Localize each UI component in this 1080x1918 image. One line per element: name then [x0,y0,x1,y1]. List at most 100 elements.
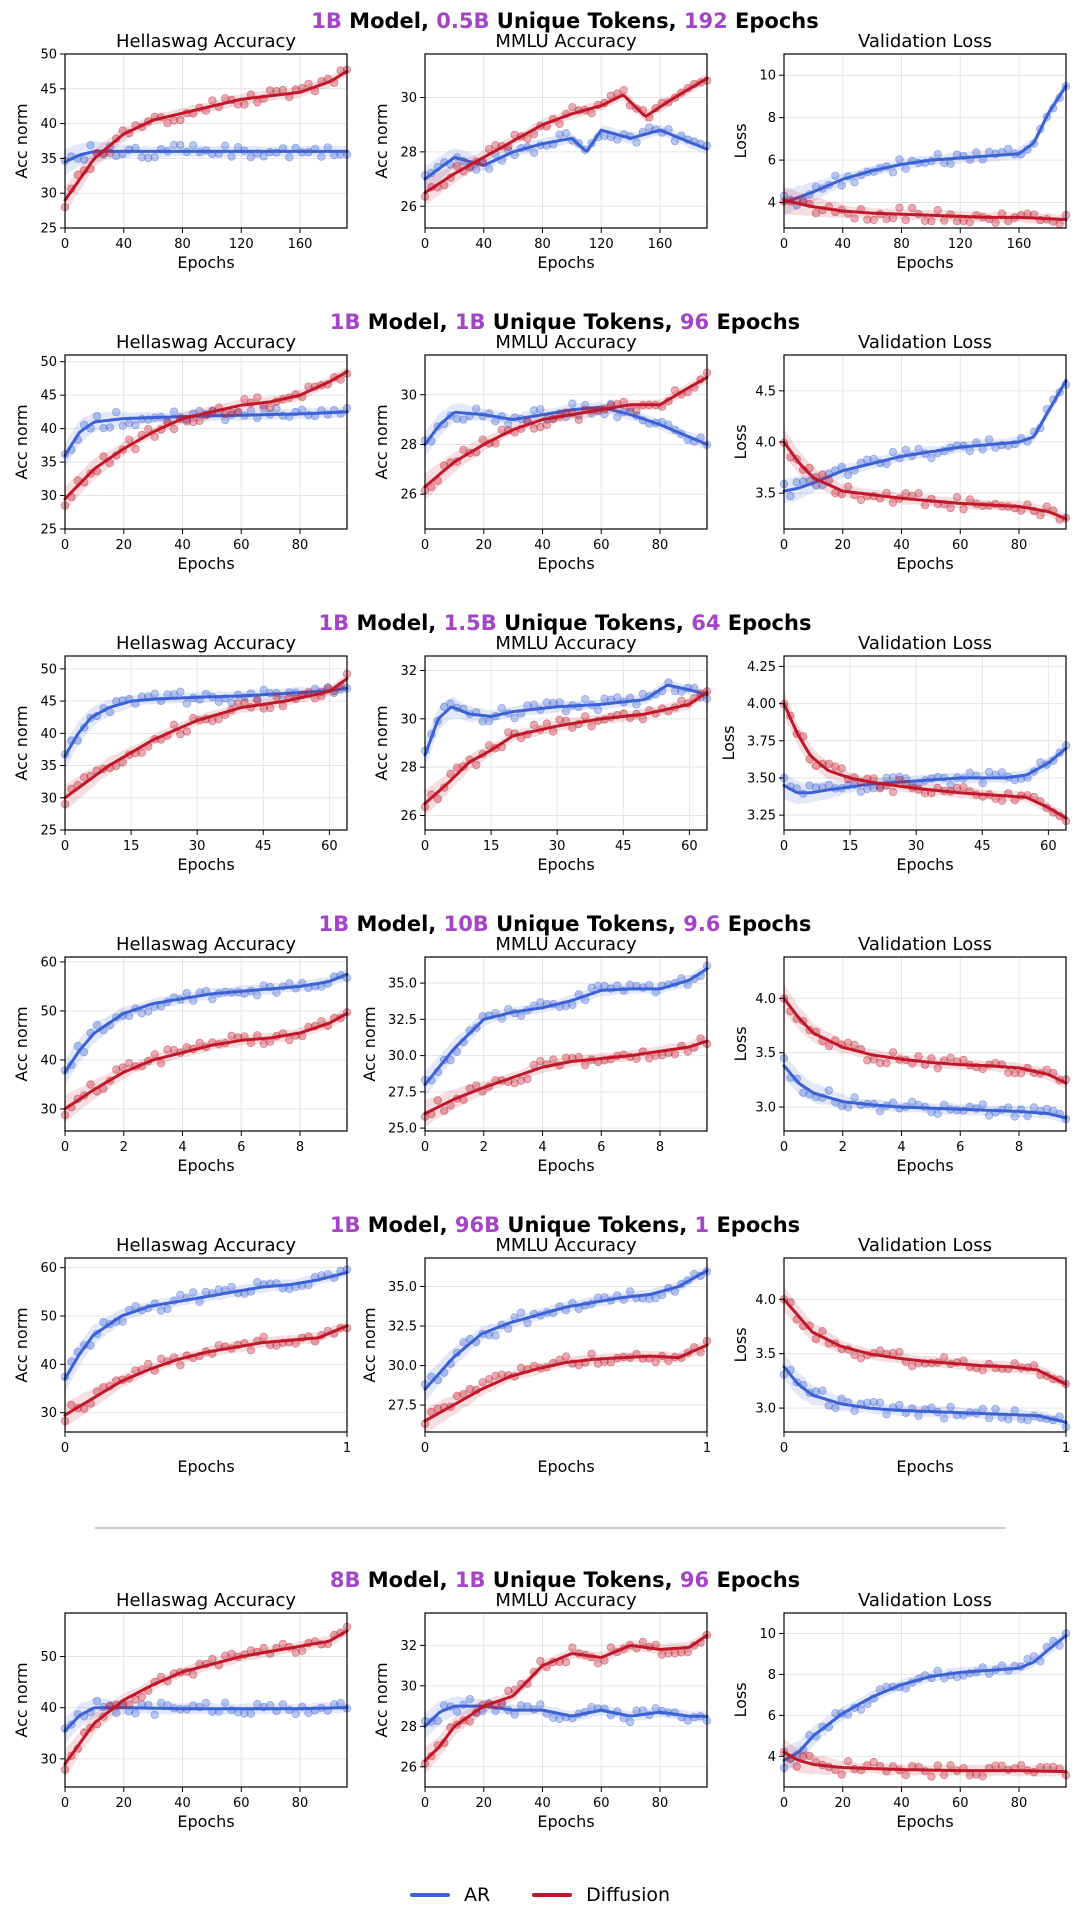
y-tick-label: 50 [40,662,57,677]
data-point-ar [831,1708,840,1718]
data-point-diffusion [529,720,539,729]
x-tick-label: 80 [292,538,309,553]
data-point-ar [188,141,198,150]
data-point-ar [459,415,468,424]
data-point-ar [1010,1406,1019,1415]
chart-panel-2: MMLU Accuracy 0 1 27.5 30.0 32.5 35.0 Epochs Acc… [360,1235,712,1476]
data-point-ar [105,423,115,432]
series-band-ar [65,406,347,468]
data-point-diffusion [478,1378,487,1387]
data-point-ar [901,164,910,173]
data-point-ar [625,1717,635,1727]
data-point-ar [549,1713,558,1722]
data-point-diffusion [265,403,275,412]
series-line-diffusion [782,198,1068,221]
y-tick-label: 30 [40,1406,57,1421]
data-point-ar [837,181,846,190]
data-point-diffusion [946,503,955,513]
x-tick-label: 20 [475,1796,492,1811]
data-point-diffusion [645,1054,654,1063]
data-point-diffusion [927,1772,936,1781]
plot-frame [424,1257,708,1433]
data-point-diffusion [452,1391,462,1401]
y-tick-label: 32 [400,664,417,679]
data-point-ar [131,1709,140,1718]
y-tick-label: 28 [400,145,417,160]
y-axis-label: Loss [731,1327,750,1362]
data-point-diffusion [465,1384,475,1394]
data-point-ar [529,406,539,415]
x-tick-label: 160 [1007,237,1032,252]
data-point-diffusion [491,1371,500,1381]
data-point-diffusion [433,1096,442,1105]
x-axis-label: Epochs [537,554,594,573]
data-point-diffusion [124,435,134,444]
data-point-ar [587,983,596,992]
series-band-diffusion [65,367,347,512]
data-point-ar [118,1317,127,1326]
y-tick-label: 30 [40,489,57,504]
data-point-ar [991,1404,1000,1414]
data-point-diffusion [1004,1068,1013,1077]
data-point-ar [555,130,564,139]
chart-panel-3: Validation Loss 0 15 30 45 60 3.25 3.50 3.75 4.00… [719,633,1071,874]
series-band-diffusion [784,186,1066,225]
data-point-diffusion [491,140,500,150]
y-tick-label: 6 [768,154,776,169]
series-line-ar [782,1064,1068,1120]
data-point-ar [997,768,1007,777]
x-tick-label: 80 [1011,1796,1028,1811]
data-point-ar [169,140,179,150]
x-tick-label: 0 [61,1140,69,1155]
data-point-ar [933,150,942,159]
x-axis-label: Epochs [896,855,953,874]
data-point-ar [561,128,571,138]
x-tick-label: 80 [1011,538,1028,553]
data-point-diffusion [291,1648,300,1657]
data-point-diffusion [124,1059,134,1068]
data-point-ar [638,689,648,699]
y-tick-label: 30.0 [388,1049,417,1064]
data-point-diffusion [182,727,191,736]
series-line-ar [423,405,709,446]
series-line-diffusion [423,1039,709,1116]
data-point-ar [645,123,654,132]
data-point-ar [317,152,326,161]
x-tick-label: 60 [233,538,250,553]
series-line-ar [63,972,349,1074]
y-tick-label: 40 [40,727,57,742]
data-point-diffusion [124,1700,134,1709]
x-tick-label: 40 [834,237,851,252]
data-point-diffusion [824,759,834,768]
data-point-diffusion [574,415,583,424]
plot-frame [424,1612,708,1788]
y-axis-label: Acc norm [372,1662,391,1737]
x-tick-label: 0 [61,1441,69,1456]
x-tick-label: 40 [174,538,191,553]
y-tick-label: 60 [40,955,57,970]
panel-title: MMLU Accuracy [495,934,637,955]
row-title-text: Unique Tokens, [486,310,680,334]
x-tick-label: 8 [296,1140,304,1155]
data-point-diffusion [965,217,975,227]
x-tick-label: 2 [480,1140,488,1155]
data-point-diffusion [587,722,596,731]
data-point-ar [510,713,519,723]
row-title-value: 1B [311,9,342,33]
data-point-ar [452,1707,462,1716]
series-band-ar [65,683,347,769]
y-tick-label: 40 [40,1053,57,1068]
chart-panel-1: Hellaswag Accuracy 0 1 30 40 50 60 Epochs Acc no… [12,1235,352,1476]
y-tick-label: 4 [768,1750,776,1765]
x-axis-label: Epochs [537,1457,594,1476]
data-point-diffusion [497,425,507,434]
data-point-diffusion [188,417,198,427]
data-point-ar [625,1287,635,1296]
x-tick-label: 1 [703,1441,711,1456]
row-title-value: 1 [695,1213,710,1237]
y-tick-label: 45 [40,389,57,404]
series-line-ar [63,1271,349,1381]
data-point-ar [914,444,923,454]
data-point-ar [978,779,987,788]
